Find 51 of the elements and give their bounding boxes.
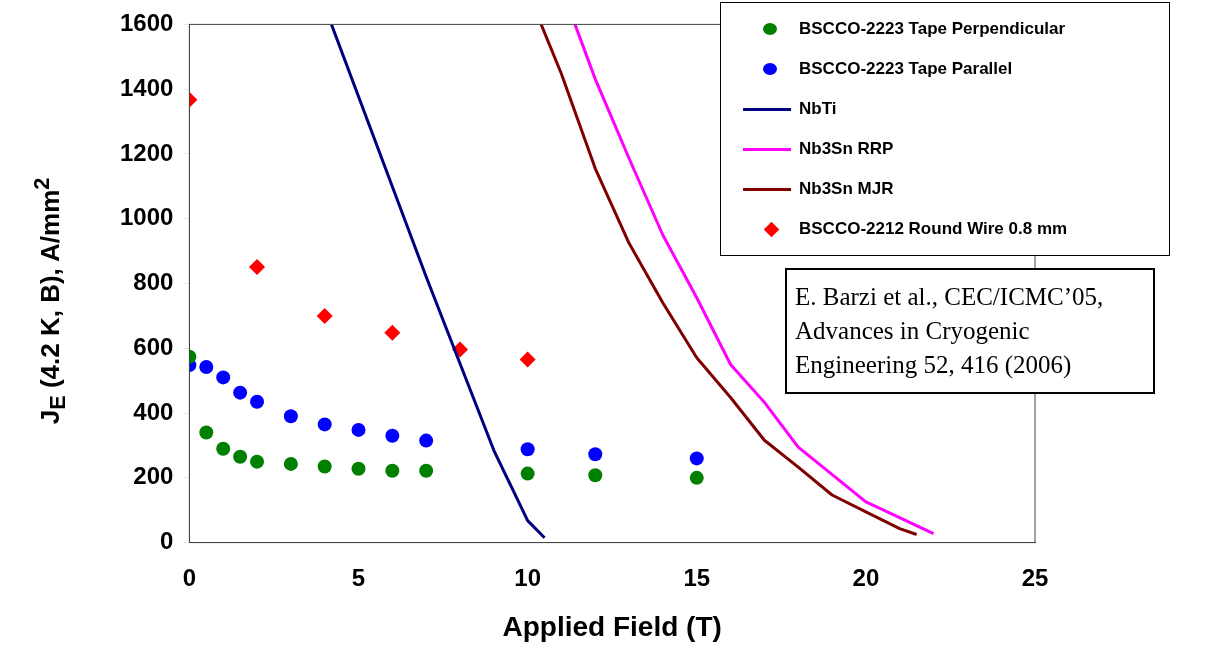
point <box>520 466 535 481</box>
point <box>317 417 332 432</box>
annotation: E. Barzi et al., CEC/ICMC’05, Advances in Cryogenic Engineering 52, 416 (2006) <box>785 268 1155 394</box>
point <box>519 351 536 368</box>
point <box>199 360 214 375</box>
y-tick-label: 800 <box>133 268 174 296</box>
x-tick-label: 0 <box>182 563 197 591</box>
legend-label: Nb3Sn RRP <box>799 139 894 159</box>
x-tick-label: 15 <box>683 563 711 591</box>
legend-label: BSCCO-2223 Tape Parallel <box>799 59 1013 79</box>
y-tick-label: 400 <box>133 397 174 425</box>
point <box>250 394 265 409</box>
point <box>199 425 214 440</box>
x-tick-label: 20 <box>852 563 880 591</box>
x-tick-label: 25 <box>1021 563 1049 591</box>
legend-label: NbTi <box>799 99 837 119</box>
point <box>316 307 333 324</box>
y-tick-label: 1200 <box>120 138 174 166</box>
point <box>216 370 231 385</box>
point <box>216 441 231 456</box>
y-tick-label: 0 <box>160 527 174 555</box>
point <box>419 433 434 448</box>
point <box>588 447 603 462</box>
x-tick-label: 10 <box>514 563 541 591</box>
point <box>385 428 400 443</box>
y-tick-label: 1000 <box>120 203 174 231</box>
point <box>317 459 332 474</box>
point <box>249 258 266 275</box>
legend-label: BSCCO-2212 Round Wire 0.8 mm <box>799 219 1068 239</box>
point <box>351 422 366 437</box>
point <box>419 463 434 478</box>
point <box>689 470 704 485</box>
point <box>689 451 704 466</box>
point <box>351 461 366 476</box>
point <box>283 409 298 424</box>
legend-label: Nb3Sn MJR <box>799 179 894 199</box>
point <box>520 442 535 457</box>
point <box>283 456 298 471</box>
point <box>233 385 248 400</box>
point <box>384 324 401 341</box>
point <box>385 463 400 478</box>
point <box>588 468 603 483</box>
legend-label: BSCCO-2223 Tape Perpendicular <box>799 19 1066 39</box>
y-tick-label: 600 <box>133 332 174 360</box>
point <box>233 449 248 464</box>
y-tick-label: 1600 <box>120 9 174 37</box>
x-axis-title: Applied Field (T) <box>502 610 722 642</box>
point <box>250 454 265 469</box>
y-tick-label: 1400 <box>120 73 174 101</box>
x-tick-label: 5 <box>351 563 366 591</box>
y-tick-label: 200 <box>133 462 174 490</box>
